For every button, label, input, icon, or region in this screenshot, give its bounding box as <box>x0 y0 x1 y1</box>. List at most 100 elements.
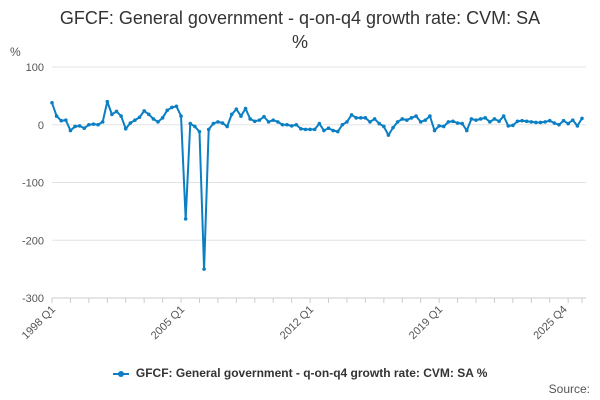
data-point <box>262 114 266 119</box>
data-point <box>87 122 91 127</box>
data-point <box>506 124 511 128</box>
data-point <box>418 120 423 124</box>
data-point <box>400 117 405 121</box>
data-point <box>68 128 73 133</box>
data-point <box>248 117 252 121</box>
data-point <box>432 128 437 133</box>
data-point <box>322 128 326 133</box>
data-point <box>488 120 492 124</box>
chart-title: GFCF: General government - q-on-q4 growt… <box>0 6 600 54</box>
data-point <box>382 124 386 129</box>
data-point <box>372 117 377 121</box>
data-point <box>368 120 372 124</box>
x-tick-label: 2005 Q1 <box>149 304 187 342</box>
data-point <box>266 120 271 124</box>
data-point <box>446 120 451 124</box>
data-point <box>358 116 363 120</box>
data-point <box>363 116 368 120</box>
x-tick-label: 2025 Q4 <box>531 304 569 342</box>
data-point <box>151 117 156 121</box>
data-point <box>409 116 414 120</box>
data-point <box>96 122 100 127</box>
data-point <box>73 124 77 129</box>
data-point <box>529 120 534 124</box>
data-point <box>317 121 322 126</box>
data-point <box>170 105 174 110</box>
data-point <box>206 127 211 132</box>
chart-title-line1: GFCF: General government - q-on-q4 growt… <box>59 8 541 28</box>
y-tick-label: 0 <box>38 120 44 132</box>
data-point <box>137 115 142 120</box>
data-point <box>386 133 391 137</box>
data-point <box>54 114 59 118</box>
data-point <box>280 122 285 127</box>
y-tick-label: -100 <box>22 178 44 190</box>
data-point <box>276 120 280 124</box>
data-point <box>59 118 64 123</box>
data-point <box>326 126 331 131</box>
data-point <box>428 114 432 118</box>
data-point <box>335 129 340 134</box>
data-point <box>216 120 220 124</box>
data-point <box>294 122 299 127</box>
data-point <box>534 120 538 125</box>
data-point <box>575 124 580 128</box>
data-point <box>349 113 354 117</box>
data-point <box>511 123 515 128</box>
data-point <box>538 120 543 125</box>
y-tick-label: -300 <box>22 293 44 305</box>
data-point <box>133 118 137 122</box>
data-point <box>165 108 170 113</box>
data-point <box>174 104 179 109</box>
data-point <box>91 122 96 126</box>
data-point <box>474 118 478 122</box>
data-point <box>515 119 520 124</box>
data-point <box>257 118 262 122</box>
data-point <box>580 116 584 121</box>
x-tick-label: 1998 Q1 <box>20 304 58 342</box>
data-point <box>423 118 428 122</box>
data-point <box>114 109 119 114</box>
source-label: Source: <box>548 382 590 396</box>
data-point <box>340 122 345 127</box>
legend[interactable]: GFCF: General government - q-on-q4 growt… <box>0 366 600 380</box>
data-point <box>50 101 54 105</box>
data-point <box>451 119 455 124</box>
data-point <box>566 121 570 126</box>
data-point <box>105 99 110 104</box>
data-point <box>391 125 395 130</box>
data-point <box>312 127 317 132</box>
data-point <box>234 107 239 111</box>
data-point <box>123 126 128 131</box>
data-point <box>308 127 312 132</box>
data-point <box>142 109 146 113</box>
data-point <box>543 120 547 124</box>
data-point <box>299 126 303 131</box>
data-point <box>239 114 243 118</box>
data-point <box>441 124 446 129</box>
data-point <box>243 106 248 111</box>
data-point <box>179 114 183 118</box>
data-point <box>211 121 216 126</box>
data-point <box>570 118 575 122</box>
data-point <box>119 114 123 118</box>
data-point <box>552 121 557 125</box>
data-point <box>193 124 197 129</box>
data-point <box>271 118 276 122</box>
data-point <box>82 126 87 131</box>
data-point <box>188 121 193 126</box>
data-point <box>197 129 202 134</box>
data-point <box>289 124 294 128</box>
data-point <box>469 117 474 121</box>
data-point <box>501 114 506 118</box>
data-point <box>377 121 382 126</box>
y-tick-label: 100 <box>26 62 44 74</box>
data-point <box>478 117 483 121</box>
data-point <box>464 128 469 133</box>
data-point <box>547 118 552 123</box>
data-point <box>229 112 234 117</box>
y-axis-unit: % <box>10 45 21 59</box>
data-point <box>483 116 488 120</box>
legend-line-marker-icon <box>112 370 129 377</box>
data-point <box>414 114 418 118</box>
